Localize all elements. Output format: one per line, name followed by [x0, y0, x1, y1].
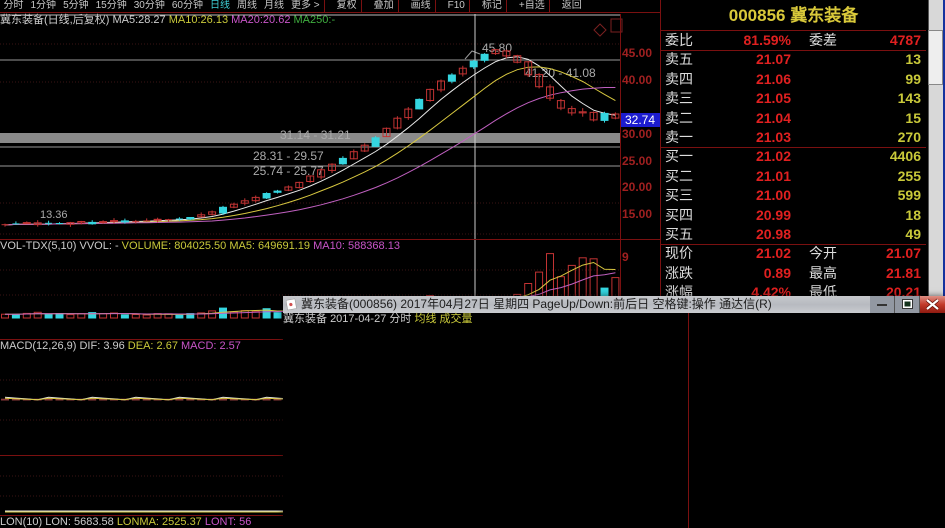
- svg-text:45.80: 45.80: [482, 41, 512, 55]
- svg-text:28.31 - 29.57: 28.31 - 29.57: [253, 149, 324, 163]
- svg-text:31.14 - 31.21: 31.14 - 31.21: [280, 128, 351, 142]
- svg-text:13.36: 13.36: [40, 209, 68, 221]
- svg-text:32.74: 32.74: [625, 113, 655, 127]
